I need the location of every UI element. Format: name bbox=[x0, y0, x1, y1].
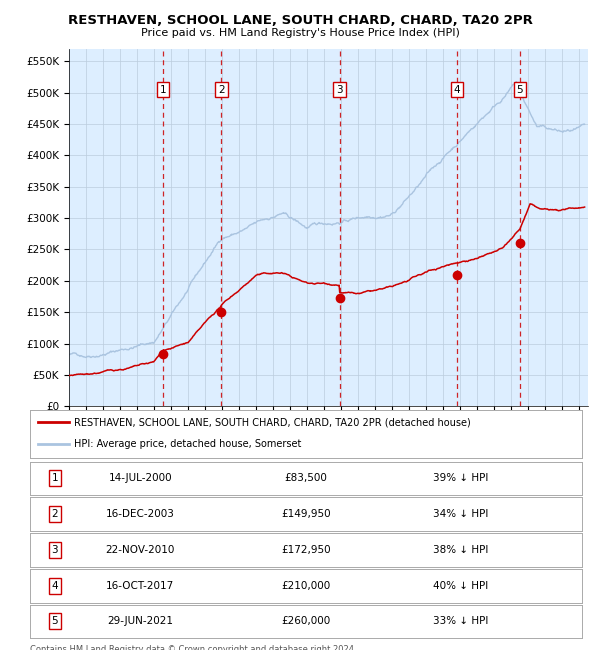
Text: 14-JUL-2000: 14-JUL-2000 bbox=[109, 473, 172, 484]
Text: Contains HM Land Registry data © Crown copyright and database right 2024.: Contains HM Land Registry data © Crown c… bbox=[30, 645, 356, 650]
Text: 2: 2 bbox=[52, 509, 58, 519]
Text: 4: 4 bbox=[52, 580, 58, 591]
Text: 22-NOV-2010: 22-NOV-2010 bbox=[106, 545, 175, 555]
Text: 40% ↓ HPI: 40% ↓ HPI bbox=[433, 580, 488, 591]
Text: 2: 2 bbox=[218, 84, 225, 94]
Text: 34% ↓ HPI: 34% ↓ HPI bbox=[433, 509, 488, 519]
Text: RESTHAVEN, SCHOOL LANE, SOUTH CHARD, CHARD, TA20 2PR (detached house): RESTHAVEN, SCHOOL LANE, SOUTH CHARD, CHA… bbox=[74, 417, 471, 427]
Text: 16-OCT-2017: 16-OCT-2017 bbox=[106, 580, 175, 591]
Text: HPI: Average price, detached house, Somerset: HPI: Average price, detached house, Some… bbox=[74, 439, 302, 449]
Text: 5: 5 bbox=[52, 616, 58, 627]
Text: £83,500: £83,500 bbox=[284, 473, 328, 484]
Text: 3: 3 bbox=[52, 545, 58, 555]
Text: 38% ↓ HPI: 38% ↓ HPI bbox=[433, 545, 488, 555]
Text: Price paid vs. HM Land Registry's House Price Index (HPI): Price paid vs. HM Land Registry's House … bbox=[140, 28, 460, 38]
Text: £260,000: £260,000 bbox=[281, 616, 331, 627]
Text: 29-JUN-2021: 29-JUN-2021 bbox=[107, 616, 173, 627]
Text: 33% ↓ HPI: 33% ↓ HPI bbox=[433, 616, 488, 627]
Text: £172,950: £172,950 bbox=[281, 545, 331, 555]
Text: £149,950: £149,950 bbox=[281, 509, 331, 519]
Text: 1: 1 bbox=[52, 473, 58, 484]
Text: £210,000: £210,000 bbox=[281, 580, 331, 591]
Text: 1: 1 bbox=[160, 84, 167, 94]
Text: 3: 3 bbox=[336, 84, 343, 94]
Text: 16-DEC-2003: 16-DEC-2003 bbox=[106, 509, 175, 519]
Text: 39% ↓ HPI: 39% ↓ HPI bbox=[433, 473, 488, 484]
Text: 4: 4 bbox=[454, 84, 460, 94]
Text: RESTHAVEN, SCHOOL LANE, SOUTH CHARD, CHARD, TA20 2PR: RESTHAVEN, SCHOOL LANE, SOUTH CHARD, CHA… bbox=[68, 14, 532, 27]
Text: 5: 5 bbox=[517, 84, 523, 94]
